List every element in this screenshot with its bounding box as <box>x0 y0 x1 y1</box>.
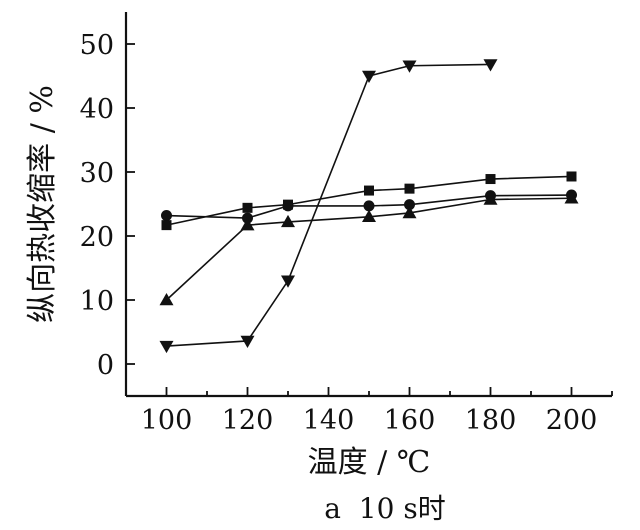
x-tick-label: 140 <box>303 405 355 436</box>
data-point <box>159 340 174 354</box>
data-point <box>402 205 417 219</box>
x-tick-label: 200 <box>546 405 598 436</box>
data-point <box>362 70 376 83</box>
data-point <box>483 192 498 205</box>
data-point <box>240 335 255 348</box>
data-point <box>242 212 253 224</box>
data-point <box>281 275 295 288</box>
x-tick-label: 160 <box>384 405 436 436</box>
y-tick-label: 10 <box>80 286 114 317</box>
data-point <box>402 60 417 73</box>
data-point <box>566 171 577 182</box>
data-point <box>363 200 375 212</box>
data-point <box>159 293 174 306</box>
y-tick-label: 20 <box>80 222 114 253</box>
data-point <box>564 191 579 204</box>
data-point <box>161 210 172 222</box>
axes <box>124 12 613 398</box>
x-tick-label: 180 <box>465 405 517 436</box>
x-tick-label: 120 <box>222 405 274 436</box>
data-point <box>364 185 374 196</box>
data-point <box>485 174 496 185</box>
series-group <box>159 59 579 354</box>
y-tick-label: 40 <box>80 94 114 125</box>
data-point <box>282 200 294 212</box>
series-line <box>166 63 491 347</box>
data-point <box>404 183 415 194</box>
y-axis-label: 纵向热收缩率 / % <box>25 85 60 323</box>
x-axis-label: 温度 / ℃ <box>308 445 431 480</box>
series-triangle-up <box>159 191 579 306</box>
data-point <box>240 218 255 231</box>
data-point <box>161 220 172 231</box>
y-tick-label: 30 <box>80 158 114 189</box>
y-tick-label: 50 <box>80 30 114 61</box>
chart-caption: a 10 s时 <box>324 492 445 525</box>
data-point <box>483 59 498 72</box>
data-point <box>362 209 376 223</box>
series-triangle-down <box>159 59 498 354</box>
tick-labels: 0 10 20 30 40 50 100 120 140 160 180 200 <box>80 30 598 436</box>
y-tick-label: 0 <box>97 350 114 381</box>
x-tick-label: 100 <box>141 405 193 436</box>
data-point <box>404 199 415 211</box>
data-point <box>281 214 295 228</box>
data-point <box>242 202 253 213</box>
